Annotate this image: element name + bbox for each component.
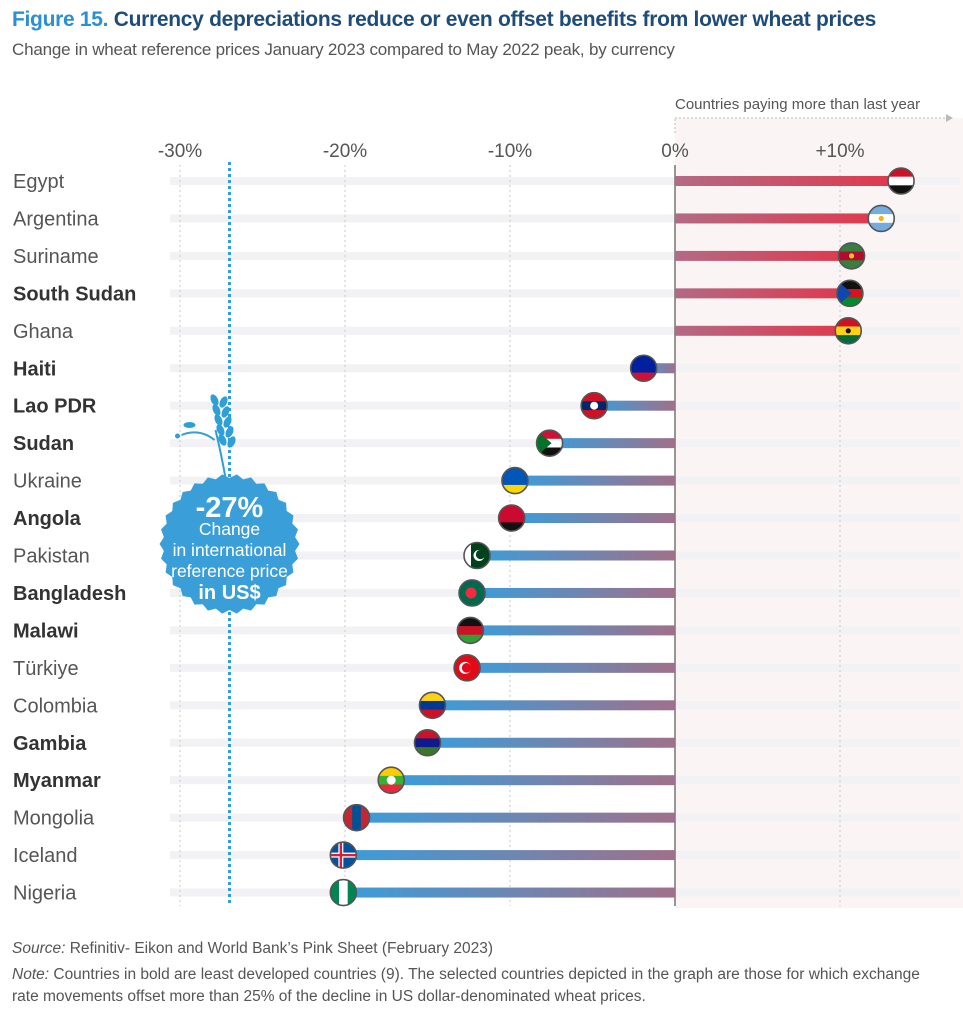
category-label: Haiti (13, 358, 56, 380)
x-tick-label: -10% (488, 141, 532, 162)
bar-mongolia (356, 812, 675, 823)
bar-colombia (432, 700, 675, 711)
flag-marker (837, 242, 866, 270)
category-label: Argentina (13, 208, 99, 230)
flag-marker (867, 204, 896, 233)
reference-label-line: Change (199, 519, 260, 539)
category-label: Colombia (13, 695, 98, 717)
figure-label: Figure 15. (12, 8, 109, 31)
row-band (170, 214, 960, 223)
flag-marker (342, 803, 371, 832)
figure-title-text: Currency depreciations reduce or even of… (113, 8, 877, 31)
row-band (170, 364, 960, 373)
flag-marker (535, 429, 564, 457)
row-band (170, 289, 960, 298)
bar-ukraine (514, 475, 675, 486)
bar-pakistan (477, 550, 675, 561)
category-label: Malawi (13, 620, 79, 642)
note-label: Note: (12, 966, 50, 983)
category-label: Sudan (13, 433, 74, 455)
x-tick-label: +10% (815, 141, 864, 162)
flag-marker (463, 541, 491, 570)
reference-label-line: in international (173, 540, 287, 560)
bar-nigeria (343, 887, 675, 898)
flag-marker (836, 279, 864, 308)
bar-argentina (675, 213, 882, 224)
category-label: Suriname (13, 246, 99, 268)
annotation-text: Countries paying more than last year (675, 96, 920, 113)
flag-marker (453, 654, 481, 682)
figure-title: Figure 15. Currency depreciations reduce… (12, 8, 876, 32)
flag-marker (887, 167, 915, 195)
flag-marker (329, 878, 358, 907)
row-band (170, 251, 960, 260)
flag-marker (377, 766, 406, 795)
flag-marker (458, 579, 486, 607)
flag-marker (418, 691, 447, 720)
category-label: Egypt (13, 171, 65, 193)
source-label: Source: (12, 940, 66, 957)
reference-label-line: in US$ (198, 582, 260, 604)
flag-marker (834, 316, 863, 345)
category-label: Mongolia (13, 808, 95, 830)
category-label: Angola (13, 508, 82, 530)
bar-bangladesh (472, 587, 675, 598)
flag-marker (501, 466, 529, 495)
row-band (170, 326, 960, 335)
flag-marker (329, 841, 358, 869)
note-text: Countries in bold are least developed co… (12, 966, 920, 1005)
bar-iceland (343, 850, 675, 861)
category-label: Ghana (13, 321, 74, 343)
x-tick-label: 0% (661, 141, 689, 162)
category-label: South Sudan (13, 283, 136, 305)
flag-marker (629, 354, 658, 383)
category-label: Türkiye (13, 658, 79, 680)
category-label: Lao PDR (13, 396, 97, 418)
bar-malawi (470, 625, 675, 636)
category-label: Iceland (13, 845, 78, 867)
bar-myanmar (391, 775, 675, 786)
reference-label-line: reference price (171, 561, 288, 581)
source-note: Source: Refinitiv- Eikon and World Bank’… (12, 938, 493, 960)
reference-value: -27% (196, 492, 264, 524)
bar-haiti (643, 363, 675, 374)
category-label: Myanmar (13, 770, 101, 792)
bar-sudan (549, 438, 675, 449)
category-label: Bangladesh (13, 583, 126, 605)
bar-egypt (675, 176, 902, 186)
source-text: Refinitiv- Eikon and World Bank’s Pink S… (65, 940, 494, 957)
category-label: Pakistan (13, 546, 90, 568)
row-band (170, 177, 960, 185)
category-label: Nigeria (13, 883, 77, 905)
x-tick-label: -30% (158, 141, 202, 162)
positive-zone-shade (675, 118, 963, 908)
bar-ghana (675, 325, 849, 336)
reference-badge (159, 474, 300, 614)
flag-marker (413, 728, 442, 757)
x-tick-label: -20% (323, 141, 367, 162)
bar-south-sudan (675, 288, 850, 299)
category-label: Ukraine (13, 471, 82, 493)
flag-marker (580, 391, 608, 420)
category-label: Gambia (13, 733, 87, 755)
flag-marker (497, 504, 526, 532)
row-band (170, 401, 960, 410)
bar-angola (511, 513, 675, 524)
footnote: Note: Countries in bold are least develo… (12, 964, 942, 1007)
bar-gambia (427, 737, 675, 748)
bar-t-rkiye (467, 662, 675, 673)
flag-marker (456, 616, 485, 645)
figure-subtitle: Change in wheat reference prices January… (12, 40, 675, 59)
bar-suriname (675, 250, 852, 261)
wheat-icon (175, 394, 236, 479)
bar-lao-pdr (594, 400, 675, 411)
